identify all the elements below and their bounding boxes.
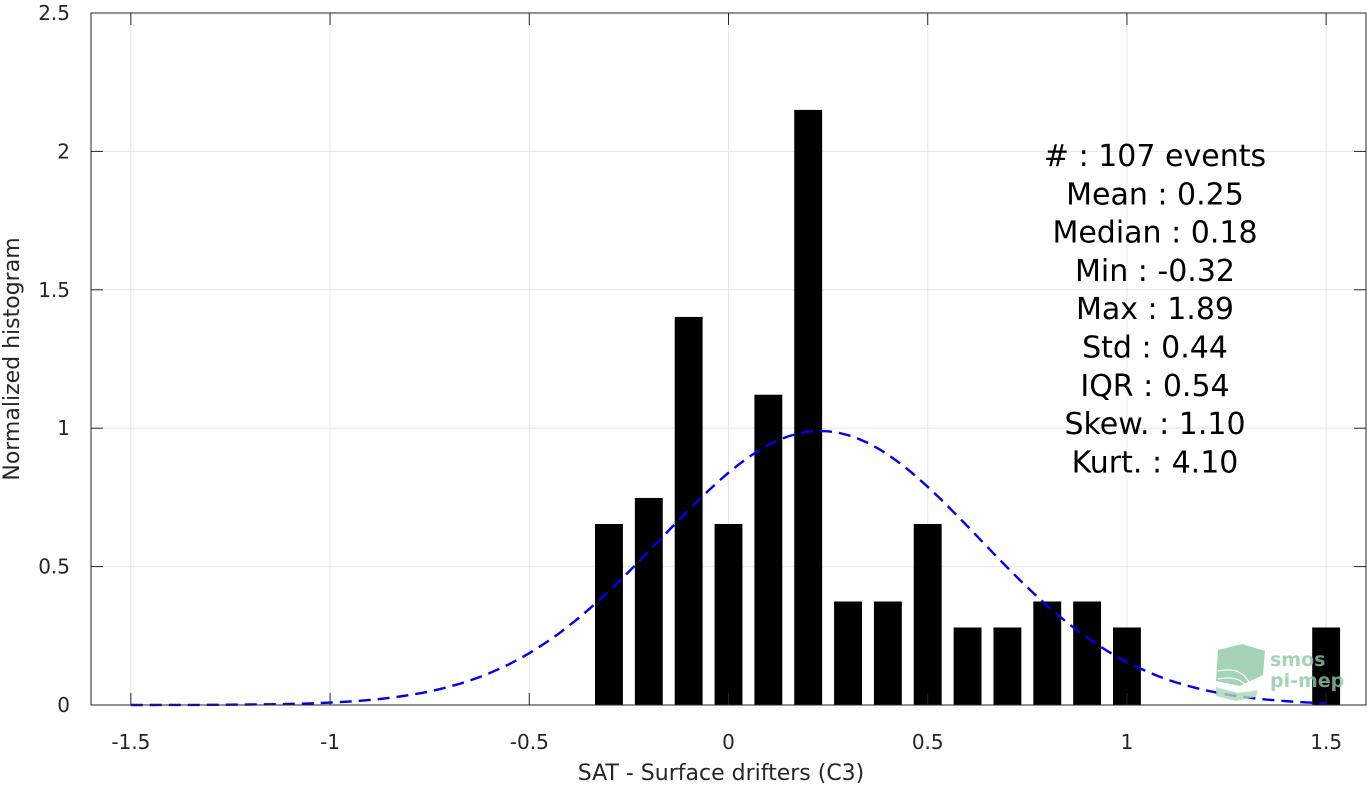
histogram-bar (993, 627, 1022, 705)
histogram-bar (754, 394, 783, 705)
stat-line: Std : 0.44 (1082, 331, 1228, 366)
y-tick-label: 1 (57, 416, 70, 440)
logo-wave-icon (1216, 644, 1265, 701)
smos-pi-mep-logo: smos pi-mep (1216, 644, 1344, 701)
logo-text-line2: pi-mep (1270, 670, 1344, 692)
histogram-bar (714, 523, 743, 705)
histogram-bar (1033, 601, 1062, 705)
stat-line: Max : 1.89 (1076, 292, 1234, 327)
x-tick-label: -1.5 (111, 730, 150, 754)
stat-line: Kurt. : 4.10 (1072, 445, 1239, 480)
x-tick-label: 0 (722, 730, 735, 754)
x-tick-label: -1 (320, 730, 340, 754)
x-tick-label: 1.5 (1310, 730, 1342, 754)
histogram-bar (794, 109, 823, 705)
stat-line: Skew. : 1.10 (1064, 407, 1245, 442)
histogram-bar (1073, 601, 1102, 705)
histogram-bar (953, 627, 982, 705)
histogram-bar (913, 523, 942, 705)
stat-line: Min : -0.32 (1075, 254, 1235, 289)
y-tick-label: 1.5 (38, 278, 70, 302)
histogram-bars (595, 109, 1341, 705)
axis-ticks (91, 12, 1366, 706)
y-tick-label: 0.5 (38, 555, 70, 579)
y-tick-label: 0 (57, 693, 70, 717)
histogram-bar (1312, 627, 1341, 705)
x-tick-label: 1 (1121, 730, 1134, 754)
histogram-bar (634, 497, 663, 705)
stat-line: Mean : 0.25 (1066, 177, 1244, 212)
y-tick-label: 2.5 (38, 1, 70, 25)
x-axis-title: SAT - Surface drifters (C3) (578, 761, 865, 785)
x-tick-labels: -1.5 -1 -0.5 0 0.5 1 1.5 (111, 730, 1342, 754)
stat-line: Median : 0.18 (1052, 216, 1257, 251)
y-tick-label: 2 (57, 139, 70, 163)
histogram-bar (834, 601, 862, 705)
x-tick-label: -0.5 (510, 730, 549, 754)
x-tick-label: 0.5 (912, 730, 944, 754)
logo-text-line1: smos (1270, 649, 1325, 671)
histogram-bar (873, 601, 902, 705)
y-axis-title: Normalized histogram (0, 237, 25, 480)
stat-line: # : 107 events (1044, 139, 1266, 174)
stat-line: IQR : 0.54 (1080, 369, 1229, 404)
histogram-bar (674, 316, 703, 705)
histogram-bar (595, 523, 623, 705)
y-tick-labels: 0 0.5 1 1.5 2 2.5 (38, 1, 70, 717)
